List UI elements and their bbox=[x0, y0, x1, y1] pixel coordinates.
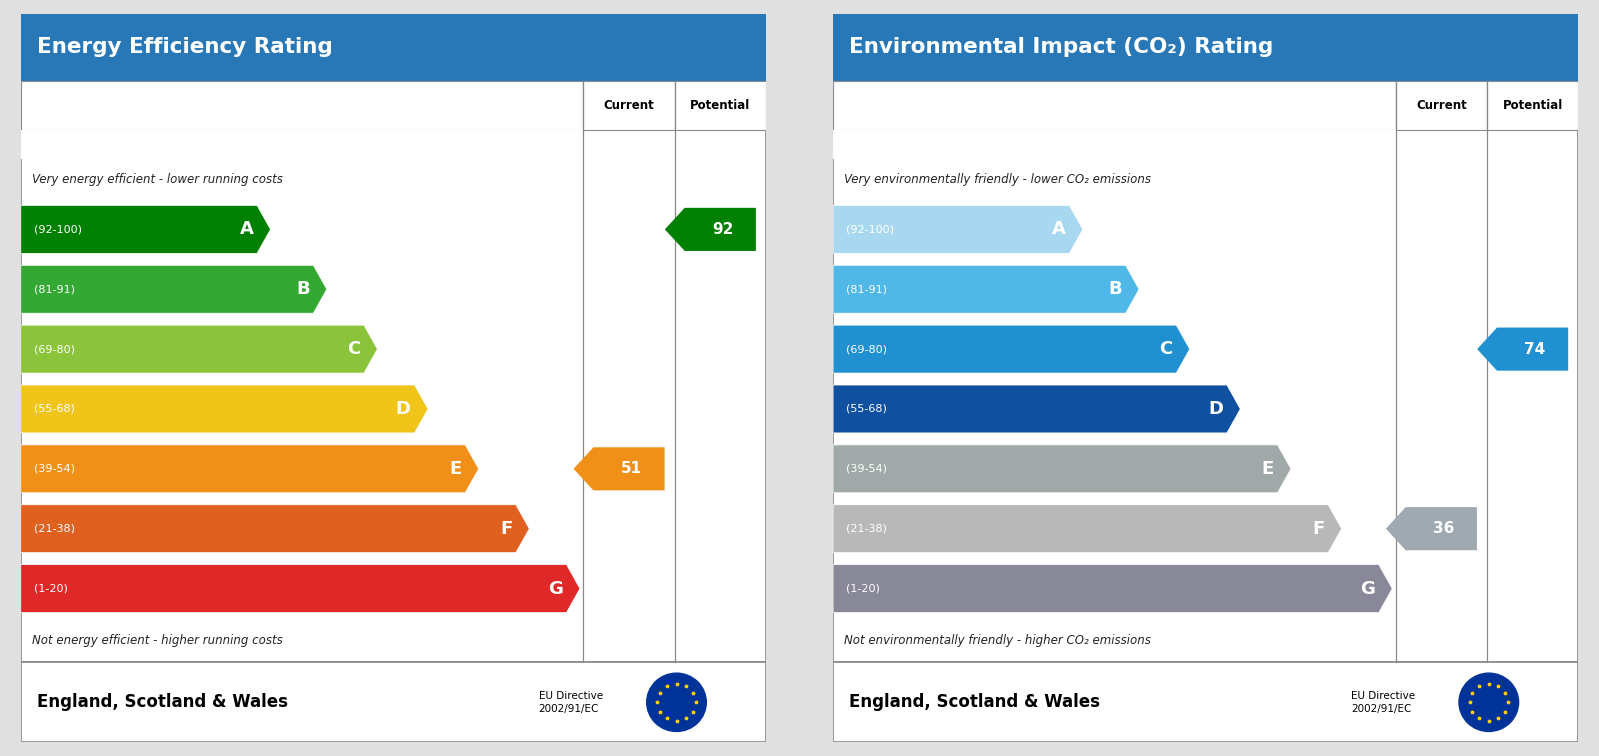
Text: Current: Current bbox=[1417, 99, 1466, 112]
Text: Not environmentally friendly - higher CO₂ emissions: Not environmentally friendly - higher CO… bbox=[844, 634, 1151, 647]
Polygon shape bbox=[21, 445, 478, 493]
Polygon shape bbox=[833, 325, 1190, 373]
Text: Potential: Potential bbox=[1503, 99, 1562, 112]
Bar bbox=[21, 81, 584, 130]
Text: F: F bbox=[500, 519, 512, 538]
Bar bbox=[21, 130, 584, 160]
Text: (55-68): (55-68) bbox=[846, 404, 887, 414]
Bar bbox=[833, 130, 1396, 160]
Polygon shape bbox=[574, 448, 665, 491]
Text: A: A bbox=[1052, 221, 1065, 238]
Bar bbox=[833, 14, 1578, 81]
Text: EU Directive
2002/91/EC: EU Directive 2002/91/EC bbox=[1351, 691, 1415, 714]
Bar bbox=[584, 81, 675, 130]
Text: G: G bbox=[548, 580, 563, 597]
Text: (92-100): (92-100) bbox=[846, 225, 894, 234]
Bar bbox=[1396, 81, 1487, 130]
Text: England, Scotland & Wales: England, Scotland & Wales bbox=[37, 693, 288, 711]
Bar bbox=[1487, 81, 1578, 130]
Polygon shape bbox=[833, 265, 1138, 313]
Text: 74: 74 bbox=[1524, 342, 1546, 357]
Text: B: B bbox=[296, 280, 310, 299]
Text: (39-54): (39-54) bbox=[846, 464, 887, 474]
Text: Very energy efficient - lower running costs: Very energy efficient - lower running co… bbox=[32, 173, 283, 186]
Polygon shape bbox=[21, 325, 377, 373]
Polygon shape bbox=[21, 385, 429, 433]
Text: Energy Efficiency Rating: Energy Efficiency Rating bbox=[37, 37, 333, 57]
Polygon shape bbox=[665, 208, 756, 251]
Text: D: D bbox=[397, 400, 411, 418]
Text: (1-20): (1-20) bbox=[34, 584, 69, 593]
Text: (81-91): (81-91) bbox=[846, 284, 887, 294]
Text: EU Directive
2002/91/EC: EU Directive 2002/91/EC bbox=[539, 691, 603, 714]
Text: Environmental Impact (CO₂) Rating: Environmental Impact (CO₂) Rating bbox=[849, 37, 1274, 57]
Text: C: C bbox=[347, 340, 360, 358]
Text: (55-68): (55-68) bbox=[34, 404, 75, 414]
Bar bbox=[833, 81, 1396, 130]
Text: Very environmentally friendly - lower CO₂ emissions: Very environmentally friendly - lower CO… bbox=[844, 173, 1151, 186]
Circle shape bbox=[646, 673, 707, 732]
Text: E: E bbox=[449, 460, 462, 478]
Bar bbox=[21, 662, 766, 742]
Bar bbox=[833, 662, 1578, 742]
Text: D: D bbox=[1209, 400, 1223, 418]
Text: B: B bbox=[1108, 280, 1122, 299]
Text: (21-38): (21-38) bbox=[34, 524, 75, 534]
Polygon shape bbox=[833, 565, 1393, 612]
Text: 51: 51 bbox=[620, 461, 641, 476]
Bar bbox=[21, 81, 766, 662]
Bar bbox=[21, 14, 766, 81]
Text: 92: 92 bbox=[712, 222, 734, 237]
Polygon shape bbox=[21, 565, 580, 612]
Bar bbox=[833, 81, 1578, 662]
Bar bbox=[675, 81, 766, 130]
Polygon shape bbox=[833, 445, 1290, 493]
Text: A: A bbox=[240, 221, 253, 238]
Polygon shape bbox=[833, 206, 1083, 253]
Text: (92-100): (92-100) bbox=[34, 225, 82, 234]
Polygon shape bbox=[833, 505, 1342, 553]
Text: Potential: Potential bbox=[691, 99, 750, 112]
Text: E: E bbox=[1262, 460, 1274, 478]
Text: F: F bbox=[1313, 519, 1324, 538]
Text: G: G bbox=[1361, 580, 1375, 597]
Polygon shape bbox=[1477, 327, 1569, 370]
Text: England, Scotland & Wales: England, Scotland & Wales bbox=[849, 693, 1100, 711]
Polygon shape bbox=[833, 385, 1241, 433]
Text: (1-20): (1-20) bbox=[846, 584, 881, 593]
Text: Current: Current bbox=[604, 99, 654, 112]
Text: Not energy efficient - higher running costs: Not energy efficient - higher running co… bbox=[32, 634, 283, 647]
Polygon shape bbox=[21, 265, 326, 313]
Text: (21-38): (21-38) bbox=[846, 524, 887, 534]
Polygon shape bbox=[21, 505, 529, 553]
Text: (39-54): (39-54) bbox=[34, 464, 75, 474]
Text: 36: 36 bbox=[1433, 521, 1455, 536]
Text: (69-80): (69-80) bbox=[34, 344, 75, 354]
Text: (81-91): (81-91) bbox=[34, 284, 75, 294]
Polygon shape bbox=[21, 206, 270, 253]
Text: C: C bbox=[1159, 340, 1172, 358]
Circle shape bbox=[1458, 673, 1519, 732]
Text: (69-80): (69-80) bbox=[846, 344, 887, 354]
Polygon shape bbox=[1386, 507, 1477, 550]
